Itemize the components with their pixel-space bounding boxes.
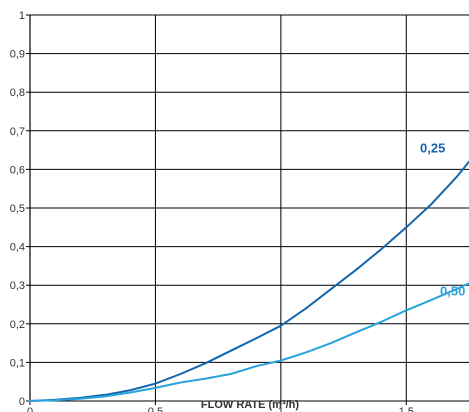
y-tick-label: 0,2 [10, 319, 25, 331]
y-tick-label: 0,7 [10, 126, 25, 138]
y-tick-label: 0,8 [10, 87, 25, 99]
x-tick-label: 0 [27, 406, 33, 412]
x-axis-label: FLOW RATE (m³/h) [201, 399, 299, 411]
x-tick-label: 1,5 [399, 406, 414, 412]
series-label-1: 0,50 [440, 283, 465, 298]
y-tick-label: 0 [19, 396, 25, 408]
y-tick-label: 0,4 [10, 242, 25, 254]
y-tick-label: 0,1 [10, 357, 25, 369]
series-line-0 [29, 160, 469, 402]
y-axis-ticks: 0 0,1 0,2 0,3 0,4 0,5 0,6 0,7 0,8 0,9 1 [10, 10, 30, 408]
series-line-1 [29, 282, 469, 402]
x-tick-label: 0,5 [148, 406, 163, 412]
series-labels: 0,25 0,50 [420, 141, 465, 299]
x-tick-label: 1 [278, 406, 284, 412]
chart-series [29, 160, 469, 402]
y-tick-label: 0,9 [10, 49, 25, 61]
y-tick-label: 0,6 [10, 164, 25, 176]
y-tick-label: 1 [19, 10, 25, 22]
y-tick-label: 0,3 [10, 280, 25, 292]
series-label-0: 0,25 [420, 141, 445, 156]
y-tick-label: 0,5 [10, 203, 25, 215]
chart-grid [29, 14, 469, 402]
